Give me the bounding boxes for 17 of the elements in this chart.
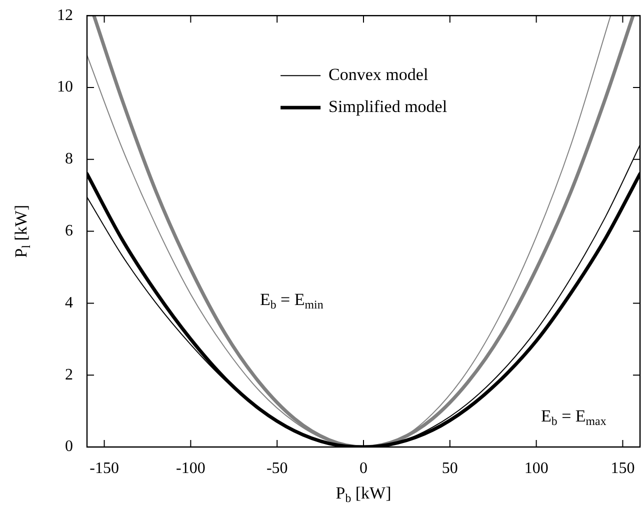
x-tick-label: 50	[442, 460, 458, 477]
legend-label: Convex model	[328, 65, 428, 84]
y-tick-label: 12	[57, 6, 73, 24]
x-tick-label: 150	[610, 460, 635, 477]
y-tick-label: 0	[65, 438, 73, 456]
y-tick-label: 6	[65, 222, 73, 240]
y-tick-label: 2	[65, 366, 73, 384]
y-tick-label: 8	[65, 150, 73, 168]
x-tick-label: -100	[176, 460, 206, 477]
x-tick-label: -50	[266, 460, 288, 477]
legend-label: Simplified model	[328, 97, 448, 116]
y-tick-label: 4	[65, 294, 73, 312]
y-axis-title: Pl [kW]	[11, 204, 34, 258]
x-tick-label: 100	[524, 460, 548, 477]
y-tick-label: 10	[57, 78, 73, 96]
x-tick-label: -150	[90, 460, 119, 477]
x-tick-label: 0	[360, 460, 368, 477]
